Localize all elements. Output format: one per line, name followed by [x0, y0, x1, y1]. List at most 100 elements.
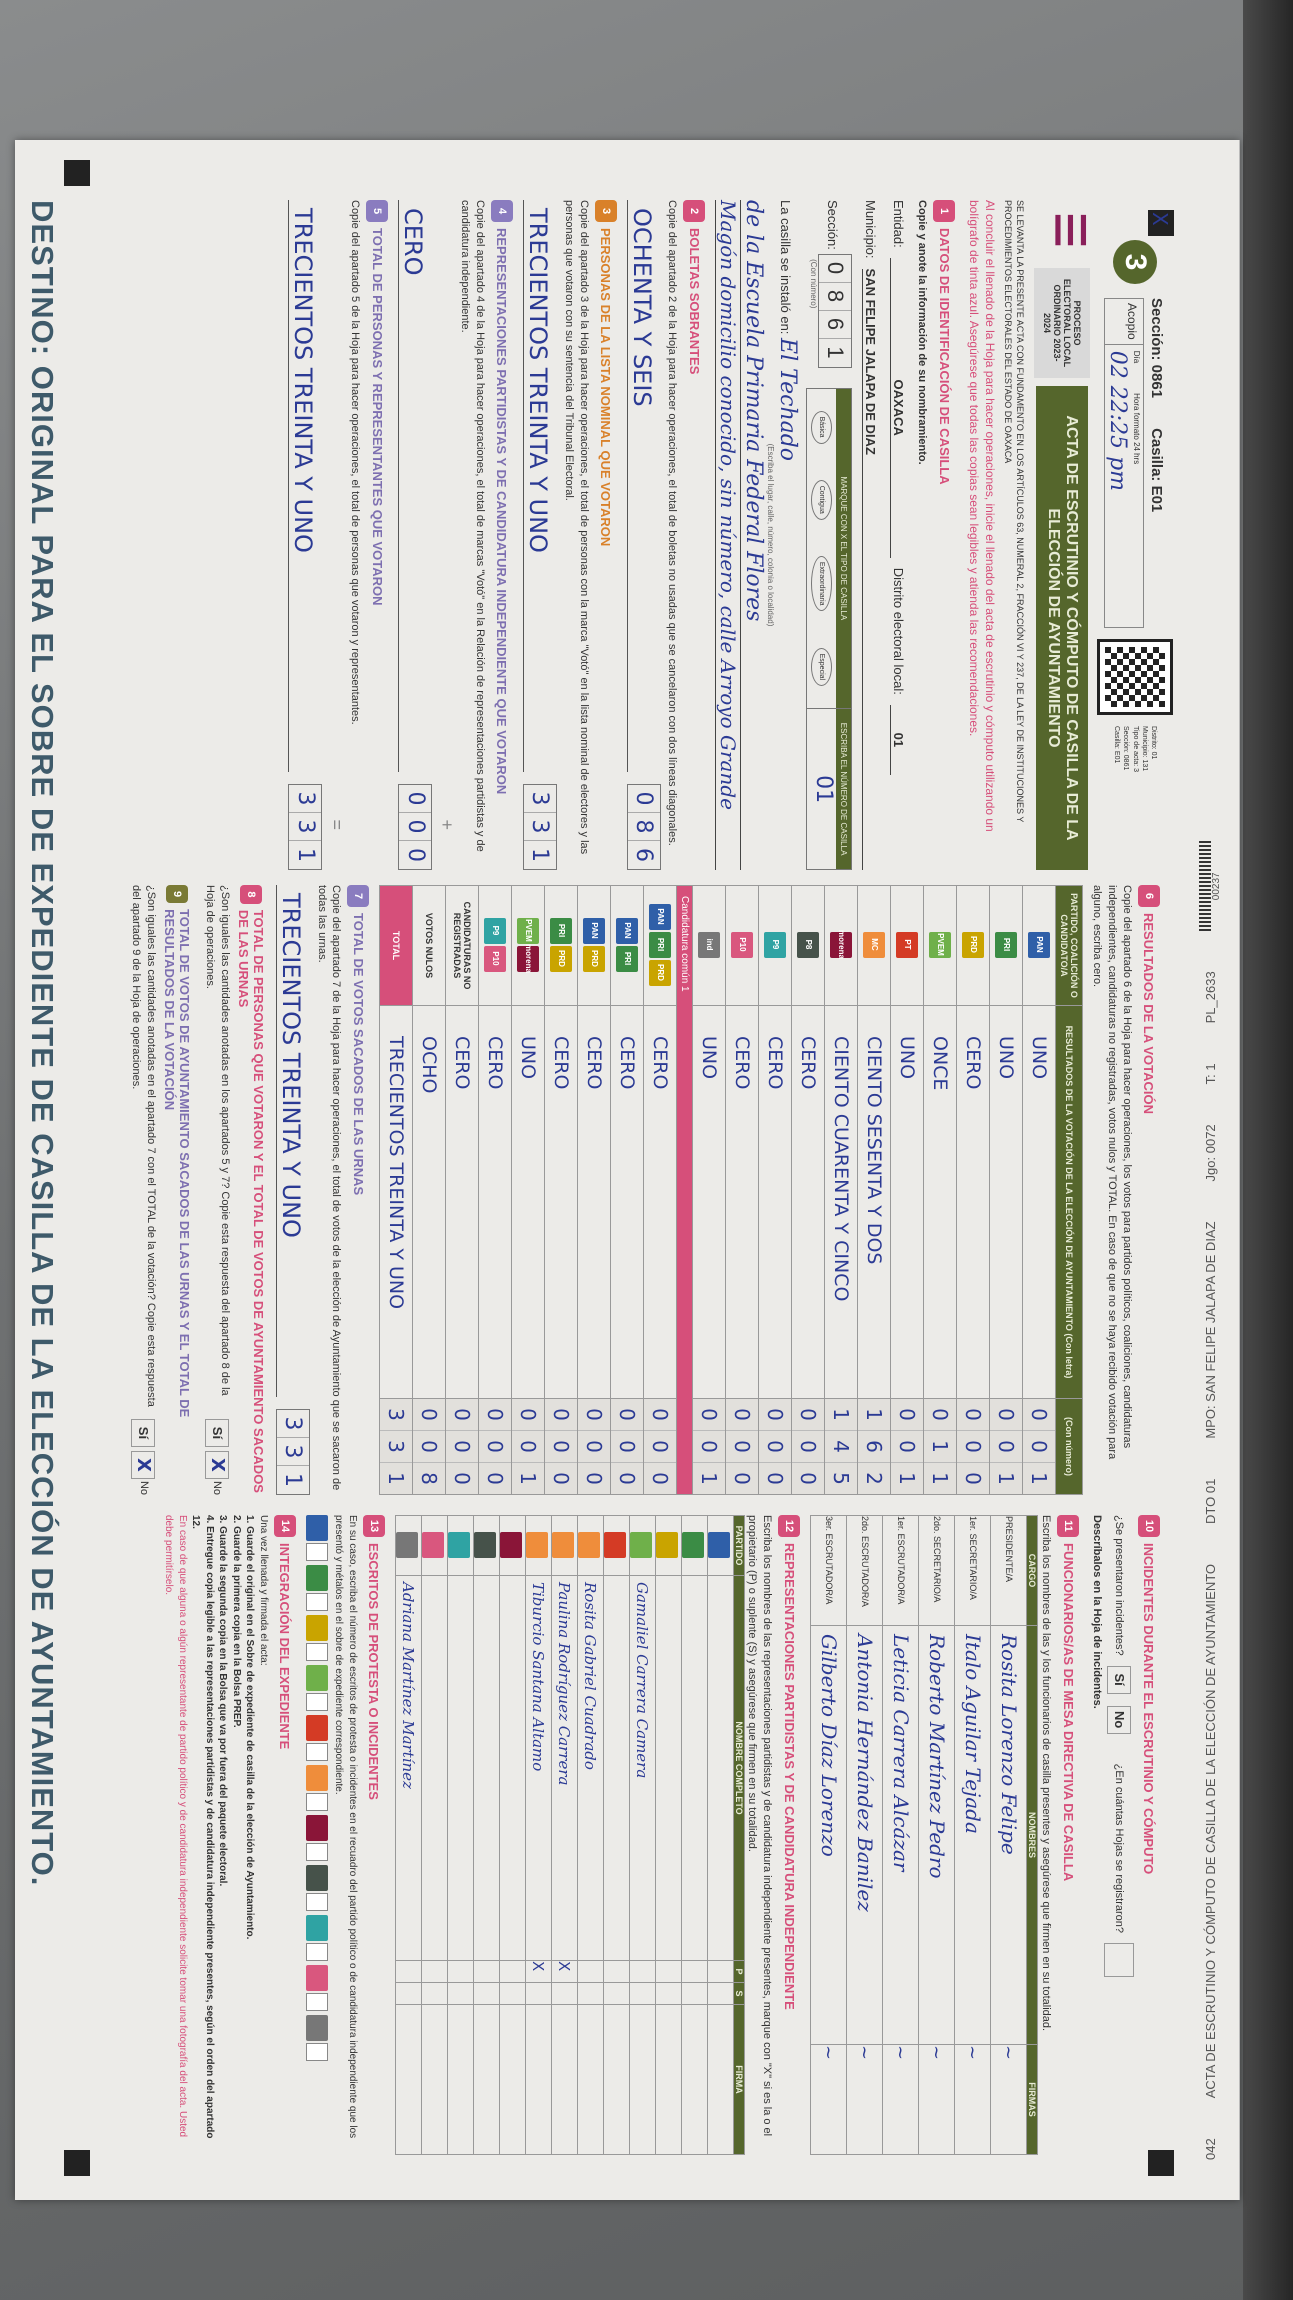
signature-field[interactable] — [473, 2004, 500, 2155]
nombre-cell: Gamaliel Carrera Camera — [629, 1575, 656, 1961]
results-row: CANDIDATURAS NO REGISTRADAS CERO 0 0 0 — [445, 885, 479, 1495]
p-checkbox[interactable] — [421, 1960, 448, 1983]
cargo-cell: 2do. ESCRUTADOR/A — [846, 1515, 883, 1626]
p-checkbox[interactable] — [603, 1960, 630, 1983]
s-checkbox[interactable] — [447, 1982, 474, 2005]
signature-field[interactable] — [421, 2004, 448, 2155]
party-cell: PRIPRD — [544, 885, 578, 1006]
escrito-box[interactable]: P9 — [305, 1915, 328, 1961]
escrito-box[interactable]: PRI — [305, 1565, 328, 1611]
qr-code-icon — [1097, 639, 1173, 715]
escrito-box[interactable]: P10 — [305, 1965, 328, 2011]
p-checkbox[interactable]: X — [551, 1960, 578, 1983]
s-checkbox[interactable] — [395, 1982, 422, 2005]
digit: 0 — [759, 1431, 792, 1463]
escrito-box[interactable]: morena — [305, 1815, 328, 1861]
digit: 0 — [611, 1399, 644, 1431]
signature-field[interactable]: ~ — [882, 2044, 919, 2155]
s-checkbox[interactable] — [707, 1982, 734, 2005]
escrito-box[interactable]: MC — [305, 1765, 328, 1811]
digit: 0 — [512, 1399, 545, 1431]
signature-field[interactable] — [603, 2004, 630, 2155]
digit: 0 — [545, 1399, 578, 1431]
no-checkbox-marked[interactable]: X — [131, 1450, 156, 1479]
signature-field[interactable] — [655, 2004, 682, 2155]
party-logo-icon: P10 — [484, 945, 507, 972]
signature-field[interactable] — [681, 2004, 708, 2155]
s-checkbox[interactable] — [655, 1982, 682, 2005]
signature-field[interactable] — [629, 2004, 656, 2155]
signature-field[interactable] — [525, 2004, 552, 2155]
describe-text: Descríbalos en la Hoja de incidentes. — [1091, 1515, 1103, 1709]
p-checkbox[interactable] — [473, 1960, 500, 1983]
digit: 0 — [479, 1399, 512, 1431]
digit: 0 — [446, 1399, 479, 1431]
value-row-personas: TRECIENTOS TREINTA Y UNO 3 3 1 — [522, 200, 557, 870]
s-checkbox[interactable] — [525, 1982, 552, 2005]
s-checkbox[interactable] — [421, 1982, 448, 2005]
signature-field[interactable]: ~ — [810, 2044, 847, 2155]
no-checkbox-marked[interactable]: X — [204, 1450, 229, 1479]
p-checkbox[interactable] — [629, 1960, 656, 1983]
escrito-box[interactable]: PRD — [305, 1615, 328, 1661]
section-header-total_personas: 5 TOTAL DE PERSONAS Y REPRESENTANTES QUE … — [366, 200, 389, 870]
signature-field[interactable]: ~ — [954, 2044, 991, 2155]
digit: 1 — [924, 1431, 957, 1463]
s-checkbox[interactable] — [551, 1982, 578, 2005]
signature-field[interactable] — [499, 2004, 526, 2155]
tipo-casilla-option[interactable]: Contigua — [811, 479, 833, 520]
section-number: 12 — [778, 1515, 801, 1537]
hojas-count-box[interactable] — [1104, 1943, 1134, 1978]
signature-field[interactable] — [707, 2004, 734, 2155]
background-edge — [1243, 0, 1293, 2300]
escrito-box[interactable]: PVEM — [305, 1665, 328, 1711]
incidentes-si-checkbox[interactable]: Sí — [1107, 1665, 1131, 1694]
escrito-box[interactable]: PAN — [305, 1515, 328, 1561]
nombre-cell — [603, 1575, 630, 1961]
party-cell: VOTOS NULOS — [412, 885, 446, 1006]
s-checkbox[interactable] — [629, 1982, 656, 2005]
strip-tanto: T: 1 — [1203, 1063, 1218, 1085]
party-logo-icon: PRD — [962, 931, 985, 958]
signature-field[interactable] — [395, 2004, 422, 2155]
row-label: CANDIDATURAS NO REGISTRADAS — [452, 901, 473, 990]
signature-field[interactable] — [577, 2004, 604, 2155]
s-checkbox[interactable] — [681, 1982, 708, 2005]
representante-row: MC Rosita Gabriel Cuadrado — [577, 1515, 604, 2155]
signature-field[interactable] — [551, 2004, 578, 2155]
p-checkbox[interactable] — [681, 1960, 708, 1983]
value-row-boletas: OCHENTA Y SEIS 0 8 6 — [626, 200, 661, 870]
signature-field[interactable] — [447, 2004, 474, 2155]
tipo-casilla-option[interactable]: Extraordinaria — [811, 555, 833, 612]
s-checkbox[interactable] — [577, 1982, 604, 2005]
si-checkbox[interactable]: Sí — [131, 1418, 156, 1447]
s-checkbox[interactable] — [499, 1982, 526, 2005]
signature-field[interactable]: ~ — [918, 2044, 955, 2155]
party-logo-icon: PT — [896, 931, 919, 958]
escrito-box[interactable]: P8 — [305, 1865, 328, 1911]
tipo-casilla-option[interactable]: Básica — [811, 410, 833, 444]
p-checkbox[interactable]: X — [525, 1960, 552, 1983]
digit: 3 — [289, 785, 322, 813]
p-checkbox[interactable] — [499, 1960, 526, 1983]
si-checkbox[interactable]: Sí — [204, 1418, 229, 1447]
signature-field[interactable]: ~ — [846, 2044, 883, 2155]
signature-field[interactable]: ~ — [990, 2044, 1027, 2155]
p-checkbox[interactable] — [577, 1960, 604, 1983]
escrito-box[interactable]: ind — [305, 2015, 328, 2061]
representante-row: P9 — [447, 1515, 474, 2155]
s-checkbox[interactable] — [473, 1982, 500, 2005]
qr-info-line: Sección: 0861 — [1122, 726, 1130, 771]
escrito-box[interactable]: PT — [305, 1715, 328, 1761]
p-checkbox[interactable] — [655, 1960, 682, 1983]
p-checkbox[interactable] — [395, 1960, 422, 1983]
municipio-value: SAN FELIPE JALAPA DE DIAZ — [862, 268, 879, 870]
incidentes-no-checkbox[interactable]: No — [1107, 1705, 1131, 1734]
tipo-casilla-option[interactable]: Especial — [811, 647, 833, 687]
p-checkbox[interactable] — [447, 1960, 474, 1983]
s-checkbox[interactable] — [603, 1982, 630, 2005]
p-checkbox[interactable] — [707, 1960, 734, 1983]
votes-letter: CIENTO SESENTA Y DOS — [857, 1005, 891, 1399]
